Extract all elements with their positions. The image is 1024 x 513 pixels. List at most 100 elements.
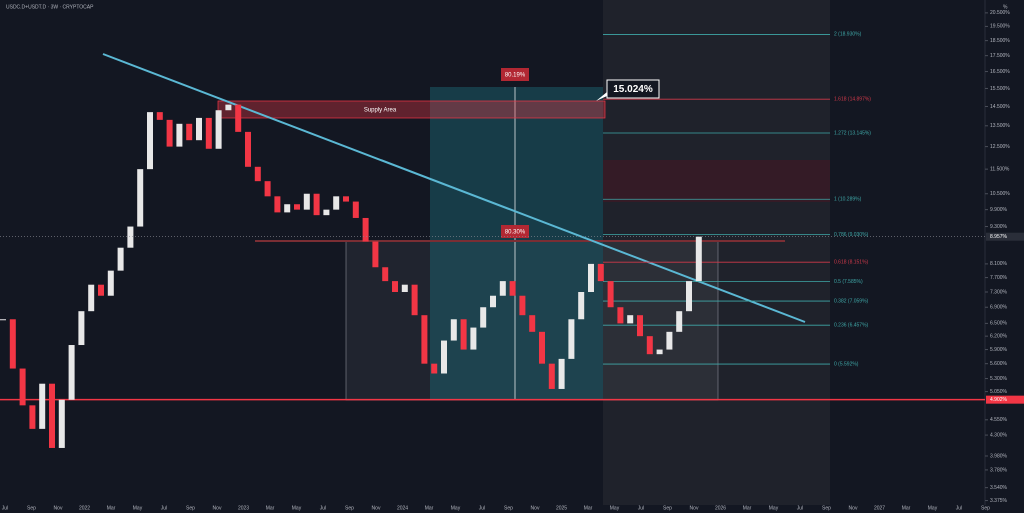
y-tick-label: 5.600% xyxy=(990,361,1008,367)
y-tick-label: 9.300% xyxy=(990,224,1008,230)
x-tick-label: Sep xyxy=(504,505,513,511)
y-tick-label: 5.050% xyxy=(990,389,1008,395)
fib-label: 2 (18.930%) xyxy=(834,32,862,38)
measure-mid-badge xyxy=(501,225,529,238)
symbol-title: USDC.D+USDT.D · 3W · CRYPTOCAP xyxy=(6,4,94,10)
last-price-badge xyxy=(986,232,1024,241)
x-tick-label: Nov xyxy=(372,505,381,511)
candle xyxy=(470,327,477,350)
candle xyxy=(225,104,232,111)
candle xyxy=(29,405,36,429)
x-tick-label: Sep xyxy=(822,505,831,511)
x-tick-label: 2024 xyxy=(397,505,408,511)
y-tick-label: 5.300% xyxy=(990,376,1008,382)
candle xyxy=(588,263,594,293)
y-tick-label: 6.200% xyxy=(990,333,1008,339)
y-tick-label: 9.900% xyxy=(990,207,1008,213)
y-tick-label: 4.300% xyxy=(990,432,1008,438)
fib-label: 1 (10.289%) xyxy=(834,197,862,203)
x-tick-label: 2027 xyxy=(874,505,885,511)
x-tick-label: Mar xyxy=(902,505,911,511)
x-tick-label: Sep xyxy=(186,505,195,511)
candle xyxy=(352,201,359,218)
candle xyxy=(39,383,46,429)
callout-label: 15.024% xyxy=(613,84,653,95)
x-tick-label: May xyxy=(769,505,779,511)
y-tick-label: 3.980% xyxy=(990,453,1008,459)
candle xyxy=(88,284,95,312)
x-tick-label: Jul xyxy=(797,505,803,511)
x-tick-label: 2025 xyxy=(556,505,567,511)
candle xyxy=(450,319,457,341)
candle xyxy=(617,307,624,324)
x-tick-label: Mar xyxy=(266,505,275,511)
candle xyxy=(392,281,398,293)
target-band xyxy=(603,160,830,202)
y-tick-label: 10.500% xyxy=(990,191,1010,197)
measure-top-badge xyxy=(501,68,529,81)
measure-top-label: 80.19% xyxy=(505,73,526,79)
y-tick-label: 3.375% xyxy=(990,498,1008,504)
candle xyxy=(245,131,251,167)
candle xyxy=(58,399,65,448)
candle xyxy=(205,117,212,149)
support-label: 4.902% xyxy=(990,397,1008,403)
x-tick-label: Nov xyxy=(54,505,63,511)
fib-label: 0.5 (7.585%) xyxy=(834,279,863,285)
candle xyxy=(68,345,75,400)
y-tick-label: 11.500% xyxy=(990,166,1010,172)
candle xyxy=(519,295,526,316)
candle xyxy=(19,368,26,406)
support-badge xyxy=(986,395,1024,404)
candle xyxy=(637,315,643,337)
candle xyxy=(313,193,320,216)
candle xyxy=(441,340,447,374)
candle xyxy=(166,119,173,147)
candle xyxy=(666,331,673,350)
candle xyxy=(431,363,438,374)
x-tick-label: Nov xyxy=(690,505,699,511)
x-tick-label: 2022 xyxy=(79,505,90,511)
candle xyxy=(333,196,340,210)
x-tick-label: Mar xyxy=(743,505,752,511)
candle xyxy=(558,358,565,389)
y-tick-label: 20.500% xyxy=(990,10,1010,16)
candle xyxy=(568,319,575,359)
candle xyxy=(421,315,428,364)
candle xyxy=(401,284,408,293)
callout-pointer xyxy=(596,92,607,101)
x-tick-label: Mar xyxy=(107,505,116,511)
x-tick-label: May xyxy=(451,505,461,511)
candle xyxy=(117,247,124,271)
candle xyxy=(176,123,183,147)
x-tick-label: Jul xyxy=(638,505,644,511)
candle xyxy=(264,181,271,197)
candle xyxy=(235,104,242,132)
x-tick-label: Mar xyxy=(425,505,434,511)
y-tick-label: 14.500% xyxy=(990,104,1010,110)
y-tick-label: 19.500% xyxy=(990,24,1010,30)
x-tick-label: Nov xyxy=(531,505,540,511)
x-tick-label: Sep xyxy=(663,505,672,511)
x-tick-label: Jul xyxy=(2,505,8,511)
x-tick-label: Sep xyxy=(345,505,354,511)
y-tick-label: 4.550% xyxy=(990,417,1008,423)
axis-unit: % xyxy=(1003,4,1008,10)
measure-box xyxy=(430,87,603,400)
y-tick-label: 16.500% xyxy=(990,69,1010,75)
last-price-label: 8.957% xyxy=(990,234,1008,240)
candle xyxy=(490,295,496,308)
x-tick-label: May xyxy=(292,505,302,511)
fib-label: 0.382 (7.059%) xyxy=(834,298,869,304)
y-tick-label: 3.540% xyxy=(990,485,1008,491)
y-tick-label: 17.500% xyxy=(990,53,1010,59)
fib-label: 0.236 (6.457%) xyxy=(834,323,869,329)
y-tick-label: 8.100% xyxy=(990,261,1008,267)
x-tick-label: Jul xyxy=(161,505,167,511)
candle xyxy=(294,204,300,210)
x-tick-label: 2023 xyxy=(238,505,249,511)
candle xyxy=(323,209,330,216)
candle xyxy=(303,193,310,210)
